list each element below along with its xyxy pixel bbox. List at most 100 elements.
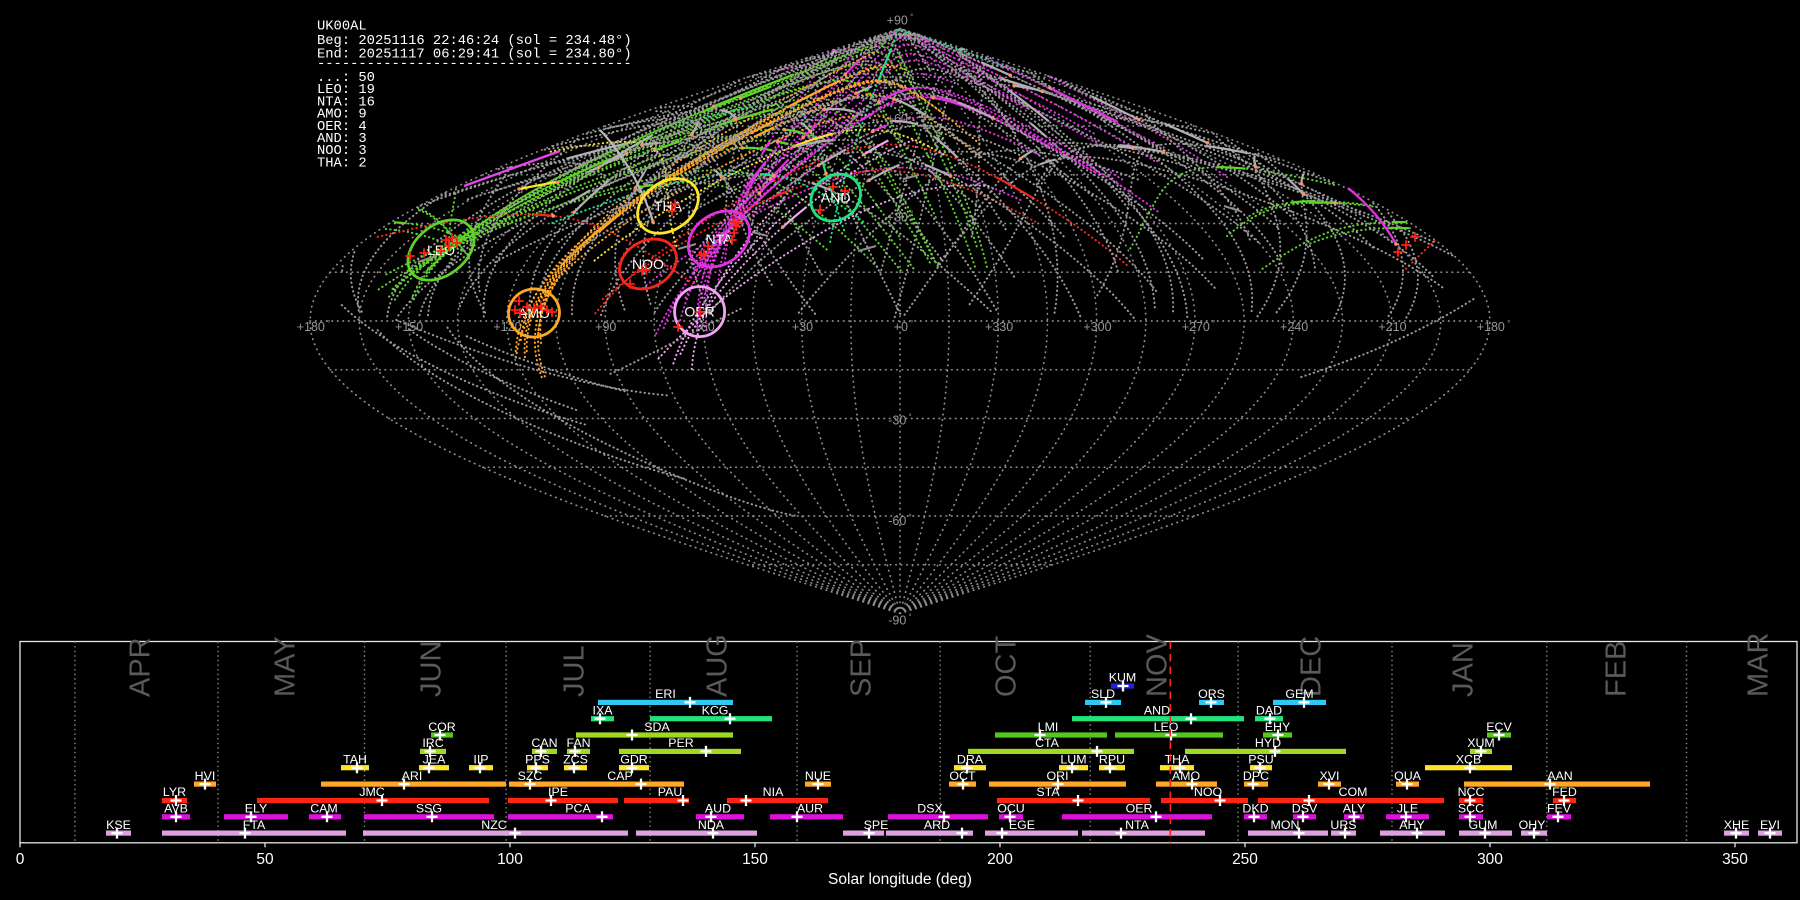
svg-text:NTA: NTA bbox=[706, 231, 734, 247]
svg-text:ORS: ORS bbox=[1198, 687, 1225, 701]
svg-text:SEP: SEP bbox=[846, 639, 878, 697]
svg-text:XHE: XHE bbox=[1724, 818, 1749, 832]
svg-text:NOO: 3: NOO: 3 bbox=[317, 144, 367, 159]
svg-text:End: 20251117 06:29:41 (sol =: End: 20251117 06:29:41 (sol = 234.80°) bbox=[317, 47, 632, 63]
svg-text:NUE: NUE bbox=[805, 769, 831, 783]
svg-text:AMO: AMO bbox=[518, 305, 550, 321]
svg-text:FAN: FAN bbox=[566, 736, 590, 750]
svg-text:LMI: LMI bbox=[1038, 720, 1059, 734]
svg-text:LEO: 19: LEO: 19 bbox=[317, 83, 375, 98]
svg-text:+270 °: +270 ° bbox=[1182, 319, 1216, 334]
svg-text:DAD: DAD bbox=[1256, 703, 1282, 717]
svg-text:------------------------------: -------------------------------------- bbox=[317, 57, 632, 72]
svg-text:XUM: XUM bbox=[1467, 736, 1495, 750]
svg-text:HVI: HVI bbox=[195, 769, 216, 783]
svg-text:FED: FED bbox=[1552, 785, 1577, 799]
svg-text:AAN: AAN bbox=[1547, 769, 1572, 783]
svg-text:THA: THA bbox=[1165, 753, 1191, 767]
svg-text:+300 °: +300 ° bbox=[1083, 319, 1117, 334]
svg-text:150: 150 bbox=[742, 851, 768, 868]
svg-text:OCT: OCT bbox=[949, 769, 976, 783]
svg-text:CAP: CAP bbox=[607, 769, 632, 783]
svg-text:GEM: GEM bbox=[1285, 687, 1313, 701]
svg-text:KCG: KCG bbox=[702, 703, 729, 717]
svg-text:Beg: 20251116 22:46:24 (sol =: Beg: 20251116 22:46:24 (sol = 234.48°) bbox=[317, 33, 632, 49]
svg-text:+180 °: +180 ° bbox=[1477, 319, 1511, 334]
svg-text:ARI: ARI bbox=[402, 769, 423, 783]
svg-text:UK00AL: UK00AL bbox=[317, 20, 367, 35]
svg-text:AMO: AMO bbox=[1172, 769, 1201, 783]
svg-text:NTA: 16: NTA: 16 bbox=[317, 95, 375, 110]
svg-text:XCB: XCB bbox=[1456, 753, 1481, 767]
svg-text:AND: AND bbox=[821, 190, 851, 206]
svg-text:IIP: IIP bbox=[473, 753, 488, 767]
svg-text:NOO: NOO bbox=[1194, 785, 1223, 799]
svg-text:PCA: PCA bbox=[565, 802, 591, 816]
svg-text:JUL: JUL bbox=[559, 645, 591, 697]
svg-text:SLD: SLD bbox=[1091, 687, 1115, 701]
svg-text:200: 200 bbox=[987, 851, 1013, 868]
svg-text:JEA: JEA bbox=[423, 753, 446, 767]
svg-text:ARD: ARD bbox=[924, 818, 950, 832]
svg-text:KSE: KSE bbox=[106, 818, 131, 832]
svg-text:JAN: JAN bbox=[1448, 642, 1480, 697]
svg-text:-90 °: -90 ° bbox=[888, 613, 912, 628]
svg-text:CTA: CTA bbox=[1035, 736, 1060, 750]
svg-text:APR: APR bbox=[125, 637, 157, 697]
svg-text:JMC: JMC bbox=[359, 785, 385, 799]
svg-text:IXA: IXA bbox=[593, 703, 614, 717]
svg-text:AMO: 9: AMO: 9 bbox=[317, 108, 367, 123]
svg-text:QUA: QUA bbox=[1394, 769, 1422, 783]
svg-text:AVB: AVB bbox=[164, 802, 188, 816]
svg-text:AUD: AUD bbox=[705, 802, 731, 816]
svg-text:MON: MON bbox=[1271, 818, 1300, 832]
svg-text:Solar longitude (deg): Solar longitude (deg) bbox=[828, 871, 972, 888]
svg-text:COR: COR bbox=[428, 720, 456, 734]
svg-text:NDA: NDA bbox=[698, 818, 725, 832]
svg-text:IPE: IPE bbox=[548, 785, 568, 799]
svg-text:TAH: TAH bbox=[343, 753, 367, 767]
svg-text:AUR: AUR bbox=[797, 802, 823, 816]
svg-text:OHY: OHY bbox=[1519, 818, 1546, 832]
svg-text:NTA: NTA bbox=[1125, 818, 1150, 832]
svg-text:AHY: AHY bbox=[1399, 818, 1424, 832]
svg-text:+330 °: +330 ° bbox=[985, 319, 1019, 334]
svg-text:SCC: SCC bbox=[1458, 802, 1484, 816]
svg-text:OER: OER bbox=[1126, 802, 1153, 816]
svg-text:FTA: FTA bbox=[243, 818, 266, 832]
svg-text:CAN: CAN bbox=[531, 736, 557, 750]
svg-text:URS: URS bbox=[1330, 818, 1356, 832]
svg-text:LYR: LYR bbox=[163, 785, 186, 799]
svg-text:AND: 3: AND: 3 bbox=[317, 132, 367, 147]
svg-text:+180 °: +180 ° bbox=[297, 319, 331, 334]
svg-text:KUM: KUM bbox=[1109, 671, 1137, 685]
svg-text:COM: COM bbox=[1339, 785, 1368, 799]
svg-text:ALY: ALY bbox=[1343, 802, 1366, 816]
svg-text:DSV: DSV bbox=[1292, 802, 1318, 816]
svg-text:JLE: JLE bbox=[1397, 802, 1418, 816]
svg-text:FEV: FEV bbox=[1547, 802, 1572, 816]
svg-text:-30 °: -30 ° bbox=[888, 413, 912, 428]
svg-text:+30 °: +30 ° bbox=[792, 319, 819, 334]
svg-text:FEB: FEB bbox=[1601, 641, 1633, 697]
svg-text:ORI: ORI bbox=[1046, 769, 1068, 783]
svg-text:DKD: DKD bbox=[1242, 802, 1268, 816]
svg-text:250: 250 bbox=[1232, 851, 1258, 868]
svg-text:PSU: PSU bbox=[1248, 753, 1273, 767]
svg-text:300: 300 bbox=[1477, 851, 1503, 868]
svg-text:PPS: PPS bbox=[525, 753, 550, 767]
svg-text:0: 0 bbox=[16, 851, 25, 868]
svg-text:SSG: SSG bbox=[416, 802, 442, 816]
svg-text:GDR: GDR bbox=[620, 753, 648, 767]
svg-text:OCU: OCU bbox=[997, 802, 1025, 816]
svg-text:PER: PER bbox=[668, 736, 694, 750]
svg-text:GUM: GUM bbox=[1469, 818, 1498, 832]
svg-text:ECV: ECV bbox=[1486, 720, 1512, 734]
svg-text:+210 °: +210 ° bbox=[1378, 319, 1412, 334]
svg-text:OCT: OCT bbox=[991, 636, 1023, 698]
svg-text:AUG: AUG bbox=[702, 634, 734, 697]
svg-text:+240 °: +240 ° bbox=[1280, 319, 1314, 334]
svg-text:100: 100 bbox=[497, 851, 523, 868]
svg-text:+90 °: +90 ° bbox=[595, 319, 622, 334]
svg-text:SZC: SZC bbox=[518, 769, 543, 783]
